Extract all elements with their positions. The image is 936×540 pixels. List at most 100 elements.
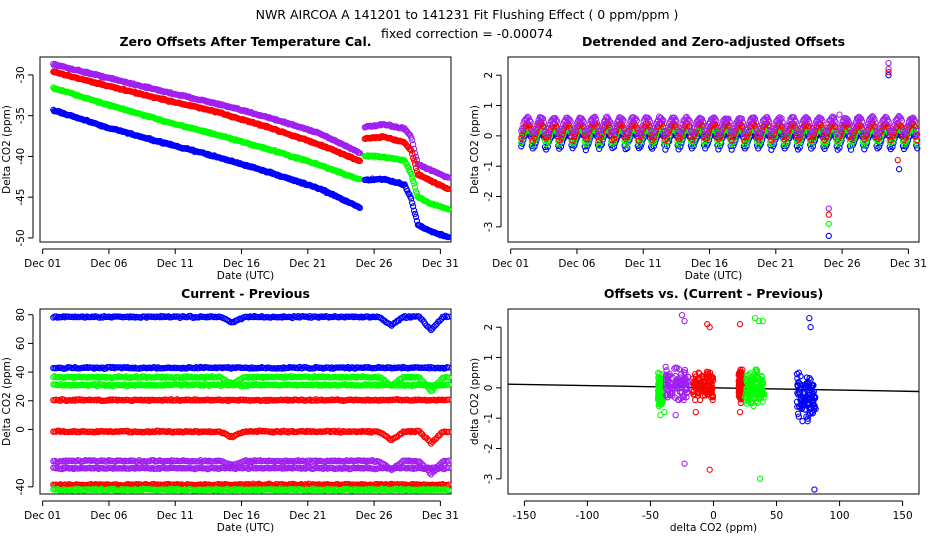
panel-p3: Current - Previous Dec 01 Dec 06 Dec 11 Dec … xyxy=(1,286,459,534)
x-tick-label: Dec 16 xyxy=(223,510,260,522)
y-tick-label: 2 xyxy=(483,72,495,79)
x-tick-label: Dec 11 xyxy=(625,258,662,270)
figure-title: NWR AIRCOA A 141201 to 141231 Fit Flushi… xyxy=(256,7,679,22)
y-tick-label: 0 xyxy=(15,426,27,433)
data-point-blue xyxy=(411,210,419,218)
x-tick-label: Dec 11 xyxy=(157,258,194,270)
data-point-red xyxy=(409,151,416,158)
data-point-blue xyxy=(610,143,618,150)
x-tick-label: Dec 16 xyxy=(223,258,260,270)
data-point-blue xyxy=(356,204,364,212)
y-tick-label: 0 xyxy=(483,133,495,140)
data-point-red xyxy=(356,157,364,165)
panel-title: Zero Offsets After Temperature Cal. xyxy=(119,34,371,49)
data-point-blue xyxy=(445,233,452,241)
x-tick-label: Dec 01 xyxy=(24,510,61,522)
outlier-red xyxy=(894,156,901,164)
data-point-purple xyxy=(445,174,452,181)
data-point-blue xyxy=(409,203,417,210)
data-point-blue xyxy=(662,146,669,153)
x-tick-label: Dec 31 xyxy=(890,258,927,270)
outlier-purple xyxy=(836,111,843,118)
data-point-red xyxy=(355,157,363,164)
plot-frame xyxy=(39,56,452,243)
panel-p1: Zero Offsets After Temperature Cal. Dec 0… xyxy=(1,34,459,282)
y-tick-label: -30 xyxy=(15,66,27,83)
x-tick-label: Dec 06 xyxy=(558,258,595,270)
x-tick-label: Dec 06 xyxy=(90,510,127,522)
data-point-purple xyxy=(398,124,405,131)
x-axis: Dec 01 Dec 06 Dec 11 Dec 16 Dec 21 Dec 26 Dec … xyxy=(24,500,459,534)
x-axis: Dec 01 Dec 06 Dec 11 Dec 16 Dec 21 Dec 26 Dec … xyxy=(24,248,459,282)
y-tick-label: 40 xyxy=(15,365,27,378)
y-tick-label: -1 xyxy=(483,161,495,171)
data-point-blue xyxy=(743,143,750,150)
y-tick-label: -40 xyxy=(15,478,27,495)
data-point-red xyxy=(413,167,421,175)
data-point-blue xyxy=(768,146,775,153)
data-point-purple xyxy=(409,136,416,144)
y-axis-label: Delta CO2 (ppm) xyxy=(1,357,13,446)
data-point-blue xyxy=(529,145,536,152)
y-tick-label: -45 xyxy=(15,189,27,206)
y-tick-label: -3 xyxy=(483,222,495,232)
data-point-green xyxy=(444,205,451,212)
data-point-red xyxy=(411,160,419,167)
data-point-blue xyxy=(412,213,420,221)
x-axis-label: Date (UTC) xyxy=(685,270,742,282)
data-point-blue xyxy=(595,145,603,153)
data-point-blue xyxy=(410,207,418,214)
y-tick-label: -2 xyxy=(483,191,495,201)
y-axis-label: Delta CO2 (ppm) xyxy=(1,105,13,194)
x-axis-label: Date (UTC) xyxy=(217,270,274,282)
data-point-blue xyxy=(914,145,921,152)
panel-title: Detrended and Zero-adjusted Offsets xyxy=(582,34,845,49)
x-tick-label: Dec 21 xyxy=(757,258,794,270)
data-point-red xyxy=(445,185,452,193)
outlier-blue xyxy=(895,166,903,173)
panels: Zero Offsets After Temperature Cal. Dec 0… xyxy=(1,34,927,534)
outlier-green xyxy=(825,220,832,227)
x-tick-label: Dec 01 xyxy=(24,258,61,270)
data-point-blue xyxy=(409,199,416,207)
data-point-green xyxy=(408,170,415,178)
panel-p2: Detrended and Zero-adjusted Offsets Dec 0… xyxy=(469,34,927,282)
panel-title: Current - Previous xyxy=(181,286,310,301)
x-axis-label: Date (UTC) xyxy=(217,522,274,534)
x-tick-label: Dec 06 xyxy=(90,258,127,270)
data-point-blue xyxy=(635,144,643,152)
data-point-blue xyxy=(874,145,881,152)
data-point-red xyxy=(410,157,418,164)
outlier-red xyxy=(825,211,832,218)
data-points xyxy=(50,312,452,494)
data-point-green xyxy=(595,142,603,149)
plot-frame xyxy=(507,56,920,243)
outlier-purple xyxy=(885,59,892,67)
data-point-purple xyxy=(444,173,451,180)
data-points xyxy=(518,59,921,240)
data-point-blue xyxy=(355,204,363,211)
data-point-blue xyxy=(715,146,722,153)
data-point-green xyxy=(410,180,418,187)
x-tick-label: Dec 26 xyxy=(356,258,393,270)
y-tick-label: -35 xyxy=(15,107,27,124)
x-tick-label: Dec 31 xyxy=(422,510,459,522)
y-tick-label: 80 xyxy=(15,308,27,321)
x-tick-label: Dec 21 xyxy=(289,258,326,270)
data-point-red xyxy=(412,164,420,172)
y-tick-label: 1 xyxy=(483,102,495,109)
data-point-blue xyxy=(702,145,709,152)
outlier-blue xyxy=(825,232,832,240)
figure-subtitle: fixed correction = -0.00074 xyxy=(381,26,553,41)
x-tick-label: Dec 11 xyxy=(157,510,194,522)
data-point-purple xyxy=(356,149,364,157)
x-axis: Dec 01 Dec 06 Dec 11 Dec 16 Dec 21 Dec 26 Dec … xyxy=(492,248,927,282)
y-tick-label: -40 xyxy=(15,148,27,165)
outlier-purple xyxy=(825,205,832,212)
data-point-green xyxy=(445,206,452,213)
x-tick-label: Dec 21 xyxy=(289,510,326,522)
data-point-red xyxy=(408,147,415,154)
